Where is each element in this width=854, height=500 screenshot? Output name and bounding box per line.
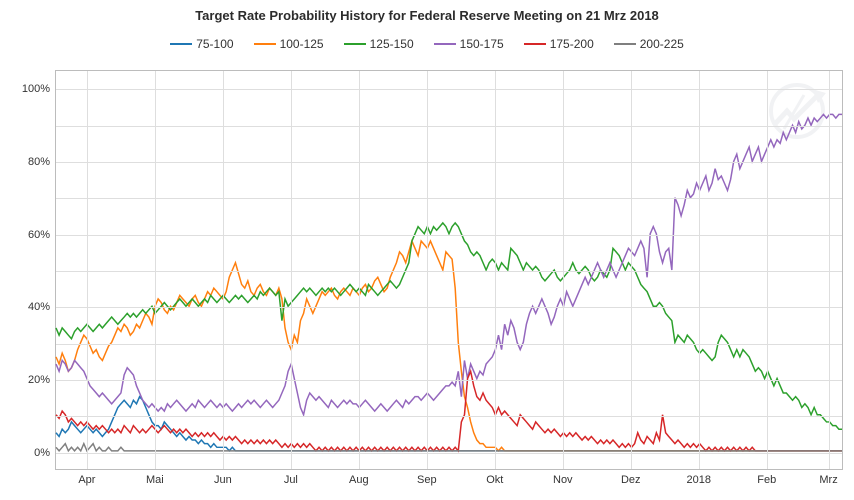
gridline-x xyxy=(563,71,564,469)
gridline-y xyxy=(56,162,842,163)
gridline-x xyxy=(291,71,292,469)
gridline-x xyxy=(631,71,632,469)
gridline-y xyxy=(56,416,842,417)
legend-color-line xyxy=(344,43,366,45)
y-axis-label: 60% xyxy=(28,229,56,241)
legend-item[interactable]: 75-100 xyxy=(170,36,233,51)
legend-color-line xyxy=(524,43,546,45)
series-line xyxy=(56,371,842,451)
legend-label: 150-175 xyxy=(460,37,504,51)
legend-item[interactable]: 100-125 xyxy=(254,36,324,51)
x-axis-label: Jul xyxy=(284,469,298,486)
legend-label: 200-225 xyxy=(640,37,684,51)
chart-title: Target Rate Probability History for Fede… xyxy=(0,8,854,23)
gridline-x xyxy=(87,71,88,469)
legend-color-line xyxy=(170,43,192,45)
x-axis-label: Feb xyxy=(757,469,776,486)
x-axis-label: 2018 xyxy=(687,469,711,486)
y-axis-label: 100% xyxy=(22,83,56,95)
plot-area: 0%20%40%60%80%100%AprMaiJunJulAugSepOktN… xyxy=(55,70,843,470)
gridline-y xyxy=(56,344,842,345)
series-line xyxy=(56,114,842,414)
legend: 75-100 100-125 125-150 150-175 175-200 200-22… xyxy=(0,36,854,51)
x-axis-label: Mai xyxy=(146,469,164,486)
x-axis-label: Sep xyxy=(417,469,437,486)
gridline-y xyxy=(56,89,842,90)
x-axis-label: Mrz xyxy=(819,469,837,486)
gridline-y xyxy=(56,271,842,272)
gridline-y xyxy=(56,453,842,454)
legend-color-line xyxy=(614,43,636,45)
y-axis-label: 20% xyxy=(28,374,56,386)
gridline-x xyxy=(155,71,156,469)
gridline-y xyxy=(56,235,842,236)
x-axis-label: Aug xyxy=(349,469,369,486)
legend-item[interactable]: 200-225 xyxy=(614,36,684,51)
gridline-y xyxy=(56,307,842,308)
legend-color-line xyxy=(254,43,276,45)
series-line xyxy=(56,397,842,451)
legend-label: 175-200 xyxy=(550,37,594,51)
x-axis-label: Jun xyxy=(214,469,232,486)
gridline-x xyxy=(699,71,700,469)
series-line xyxy=(56,223,842,429)
gridline-x xyxy=(829,71,830,469)
y-axis-label: 80% xyxy=(28,156,56,168)
gridline-y xyxy=(56,126,842,127)
x-axis-label: Okt xyxy=(486,469,503,486)
legend-label: 75-100 xyxy=(196,37,233,51)
gridline-y xyxy=(56,380,842,381)
x-axis-label: Nov xyxy=(553,469,573,486)
series-line xyxy=(56,241,842,451)
y-axis-label: 40% xyxy=(28,301,56,313)
legend-color-line xyxy=(434,43,456,45)
legend-item[interactable]: 175-200 xyxy=(524,36,594,51)
legend-label: 100-125 xyxy=(280,37,324,51)
legend-item[interactable]: 125-150 xyxy=(344,36,414,51)
gridline-y xyxy=(56,198,842,199)
gridline-x xyxy=(223,71,224,469)
gridline-x xyxy=(427,71,428,469)
gridline-x xyxy=(767,71,768,469)
legend-label: 125-150 xyxy=(370,37,414,51)
y-axis-label: 0% xyxy=(34,447,56,459)
x-axis-label: Apr xyxy=(78,469,95,486)
chart-container: Target Rate Probability History for Fede… xyxy=(0,0,854,500)
legend-item[interactable]: 150-175 xyxy=(434,36,504,51)
x-axis-label: Dez xyxy=(621,469,641,486)
chart-lines xyxy=(56,71,842,469)
gridline-x xyxy=(359,71,360,469)
gridline-x xyxy=(495,71,496,469)
